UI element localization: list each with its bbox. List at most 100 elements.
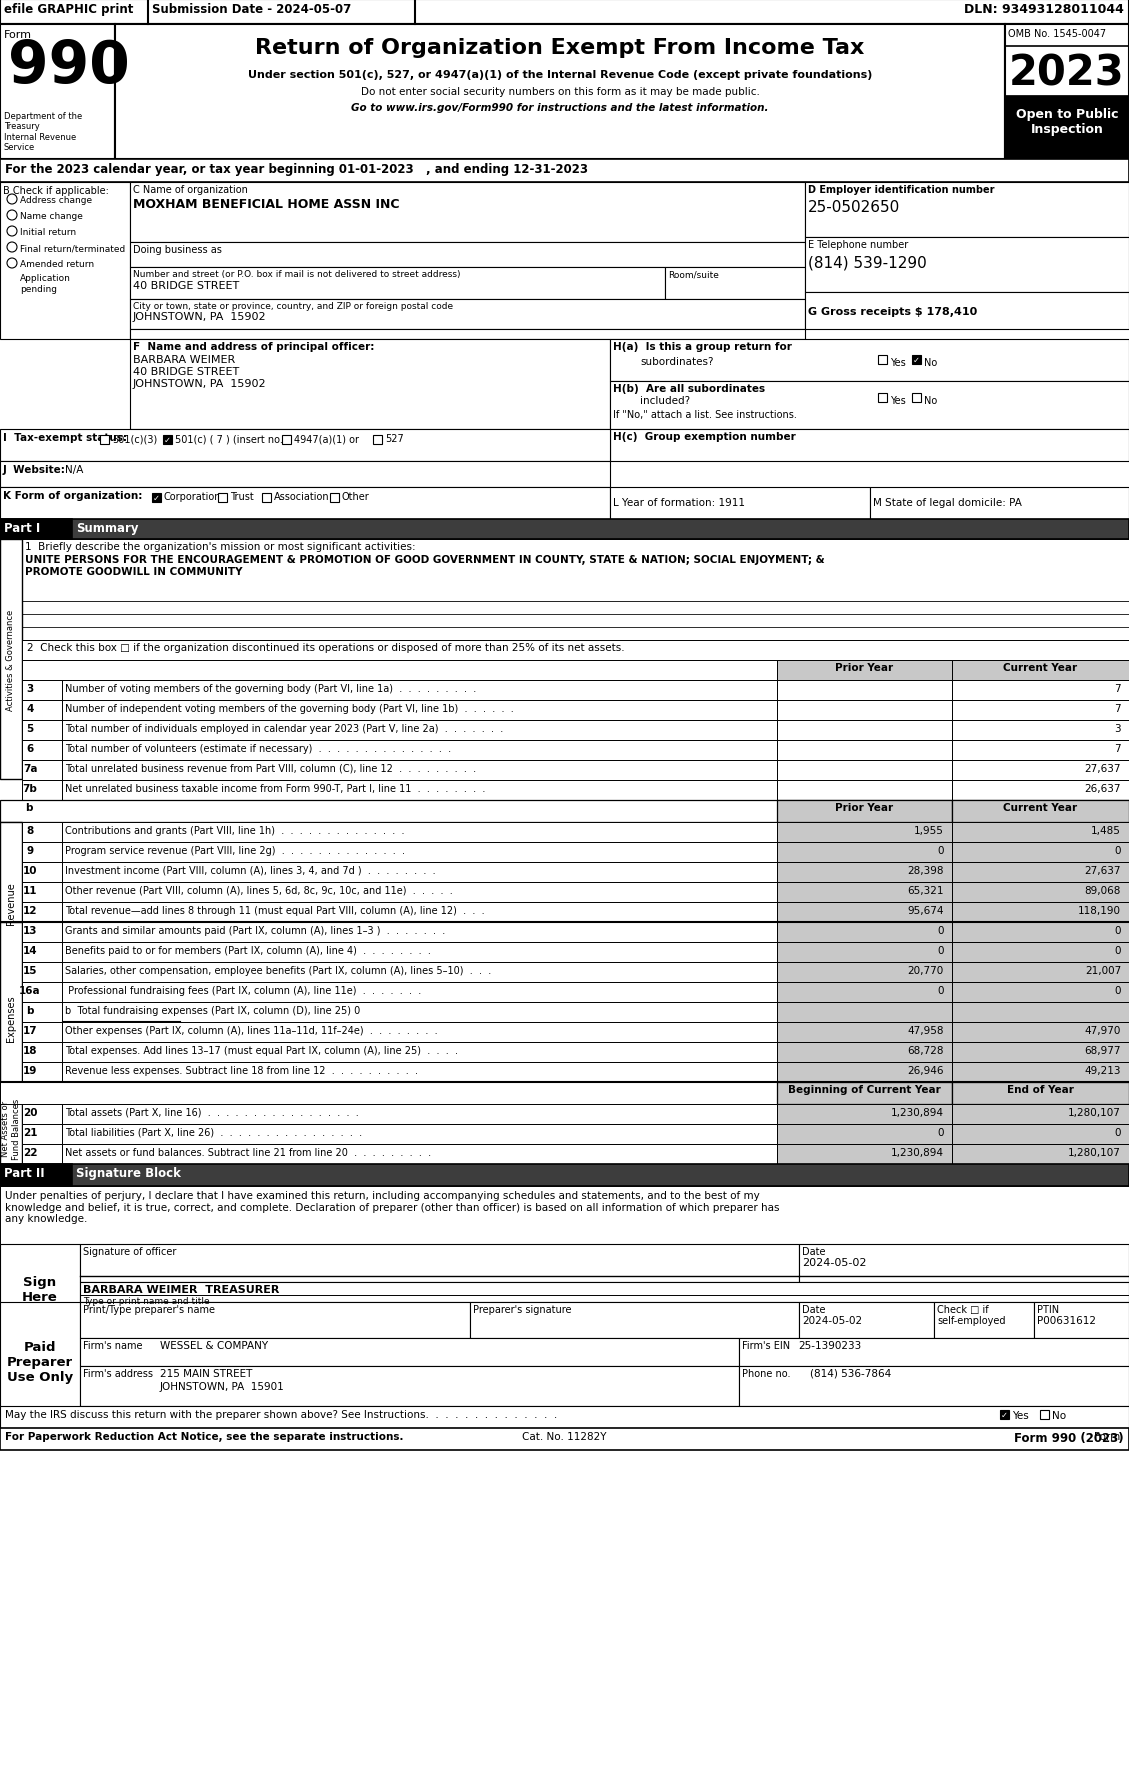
- Text: Professional fundraising fees (Part IX, column (A), line 11e)  .  .  .  .  .  . : Professional fundraising fees (Part IX, …: [65, 985, 421, 996]
- Bar: [21, 962, 62, 982]
- Text: 15: 15: [23, 966, 37, 975]
- Text: 501(c) ( 7 ) (insert no.): 501(c) ( 7 ) (insert no.): [175, 433, 287, 444]
- Bar: [218, 494, 227, 503]
- Bar: [62, 823, 777, 843]
- Text: Current Year: Current Year: [1003, 802, 1077, 813]
- Bar: [952, 781, 1129, 800]
- Text: Cat. No. 11282Y: Cat. No. 11282Y: [522, 1431, 606, 1442]
- Bar: [805, 292, 1129, 330]
- Bar: [62, 982, 777, 1003]
- Bar: [0, 25, 115, 160]
- Text: Revenue: Revenue: [6, 882, 16, 925]
- Text: Date: Date: [802, 1304, 825, 1315]
- Bar: [665, 267, 805, 299]
- Text: 18: 18: [23, 1046, 37, 1055]
- Text: I  Tax-exempt status:: I Tax-exempt status:: [3, 433, 126, 442]
- Text: 26,637: 26,637: [1085, 784, 1121, 793]
- Text: Number and street (or P.O. box if mail is not delivered to street address): Number and street (or P.O. box if mail i…: [133, 269, 461, 278]
- Bar: [21, 1124, 62, 1144]
- Bar: [0, 520, 1129, 540]
- Text: 1,280,107: 1,280,107: [1068, 1107, 1121, 1117]
- Text: Initial return: Initial return: [20, 228, 76, 237]
- Bar: [610, 429, 1129, 462]
- Text: Number of voting members of the governing body (Part VI, line 1a)  .  .  .  .  .: Number of voting members of the governin…: [65, 684, 476, 693]
- Bar: [777, 982, 952, 1003]
- Text: Investment income (Part VIII, column (A), lines 3, 4, and 7d )  .  .  .  .  .  .: Investment income (Part VIII, column (A)…: [65, 866, 436, 875]
- Bar: [952, 681, 1129, 700]
- Text: 68,977: 68,977: [1085, 1046, 1121, 1055]
- Text: 0: 0: [1114, 845, 1121, 855]
- Bar: [952, 943, 1129, 962]
- Bar: [21, 1042, 62, 1062]
- Text: Signature Block: Signature Block: [76, 1167, 181, 1180]
- Bar: [952, 1003, 1129, 1023]
- Bar: [610, 340, 1129, 381]
- Text: 27,637: 27,637: [1085, 763, 1121, 773]
- Text: Net Assets or
Fund Balances: Net Assets or Fund Balances: [1, 1098, 20, 1158]
- Bar: [130, 330, 805, 340]
- Text: 0: 0: [1114, 985, 1121, 996]
- Text: 8: 8: [26, 825, 34, 836]
- Bar: [21, 661, 777, 681]
- Bar: [1005, 25, 1129, 160]
- Bar: [21, 720, 62, 741]
- Text: JOHNSTOWN, PA  15902: JOHNSTOWN, PA 15902: [133, 380, 266, 388]
- Text: Form: Form: [1094, 1431, 1124, 1442]
- Text: 1,485: 1,485: [1091, 825, 1121, 836]
- Text: Salaries, other compensation, employee benefits (Part IX, column (A), lines 5–10: Salaries, other compensation, employee b…: [65, 966, 491, 975]
- Bar: [21, 923, 62, 943]
- Bar: [952, 661, 1129, 681]
- Text: N/A: N/A: [65, 465, 84, 474]
- Text: 25-1390233: 25-1390233: [798, 1340, 861, 1351]
- Text: Phone no.: Phone no.: [742, 1369, 790, 1377]
- Bar: [152, 494, 161, 503]
- Text: No: No: [924, 396, 937, 406]
- Bar: [1034, 1303, 1129, 1338]
- Bar: [21, 982, 62, 1003]
- Bar: [0, 602, 1129, 615]
- Bar: [21, 843, 62, 862]
- Bar: [62, 902, 777, 923]
- Text: JOHNSTOWN, PA  15902: JOHNSTOWN, PA 15902: [133, 312, 266, 323]
- Bar: [777, 1062, 952, 1082]
- Text: Room/suite: Room/suite: [668, 269, 719, 278]
- Text: 990: 990: [8, 37, 130, 94]
- Text: 21,007: 21,007: [1085, 966, 1121, 975]
- Bar: [62, 923, 777, 943]
- Text: Signature of officer: Signature of officer: [84, 1246, 176, 1256]
- Bar: [0, 1244, 80, 1335]
- Text: Yes: Yes: [1012, 1410, 1029, 1420]
- Bar: [130, 267, 665, 299]
- Text: 215 MAIN STREET: 215 MAIN STREET: [160, 1369, 253, 1377]
- Text: Part II: Part II: [5, 1167, 45, 1180]
- Text: ✓: ✓: [913, 356, 920, 365]
- Text: 1,230,894: 1,230,894: [891, 1107, 944, 1117]
- Bar: [21, 1003, 62, 1023]
- Text: 2024-05-02: 2024-05-02: [802, 1258, 866, 1267]
- Bar: [777, 661, 952, 681]
- Text: Part I: Part I: [5, 522, 41, 535]
- Bar: [952, 1062, 1129, 1082]
- Text: 9: 9: [26, 845, 34, 855]
- Bar: [952, 800, 1129, 823]
- Bar: [952, 761, 1129, 781]
- Bar: [0, 520, 72, 540]
- Bar: [0, 1406, 1129, 1427]
- Bar: [952, 962, 1129, 982]
- Bar: [805, 237, 1129, 292]
- Bar: [952, 982, 1129, 1003]
- Bar: [80, 1367, 739, 1406]
- Bar: [62, 761, 777, 781]
- Text: subordinates?: subordinates?: [640, 356, 714, 367]
- Text: Firm's EIN: Firm's EIN: [742, 1340, 790, 1351]
- Text: 0: 0: [937, 845, 944, 855]
- Bar: [0, 615, 1129, 627]
- Bar: [130, 299, 805, 330]
- Bar: [130, 184, 805, 242]
- Bar: [799, 1244, 1129, 1283]
- Bar: [21, 882, 62, 902]
- Text: WESSEL & COMPANY: WESSEL & COMPANY: [160, 1340, 268, 1351]
- Text: Activities & Governance: Activities & Governance: [7, 609, 16, 711]
- Bar: [777, 923, 952, 943]
- Bar: [262, 494, 271, 503]
